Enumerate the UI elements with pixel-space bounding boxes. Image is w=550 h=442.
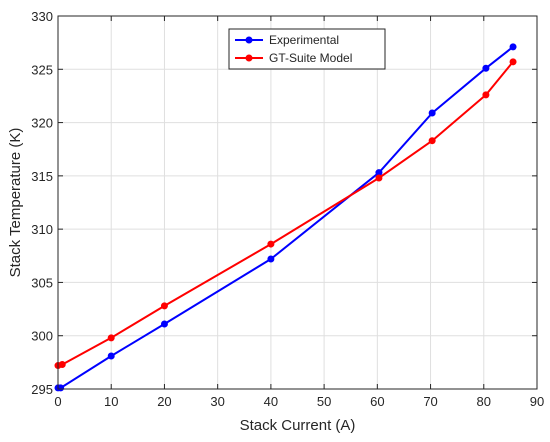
data-point-0 [267, 255, 275, 263]
series-layer [54, 43, 517, 392]
plot-frame [57, 15, 538, 390]
y-tick-label: 300 [31, 329, 53, 344]
data-point-0 [482, 64, 490, 72]
data-point-1 [428, 137, 436, 145]
plot-area [58, 16, 537, 389]
x-tick-label: 90 [530, 394, 544, 409]
data-point-1 [267, 240, 275, 248]
data-point-1 [107, 334, 115, 342]
legend-label-1: GT-Suite Model [269, 51, 352, 65]
y-axis-title: Stack Temperature (K) [7, 128, 24, 278]
y-tick-label: 310 [31, 222, 53, 237]
legend-marker-0 [245, 36, 253, 44]
x-tick-label: 30 [210, 394, 224, 409]
y-tick-label: 315 [31, 169, 53, 184]
x-tick-label: 20 [157, 394, 171, 409]
x-tick-label: 10 [104, 394, 118, 409]
data-point-0 [107, 352, 115, 360]
x-tick-label: 50 [317, 394, 331, 409]
x-tick-label: 80 [477, 394, 491, 409]
data-point-1 [482, 91, 490, 99]
y-tick-label: 330 [31, 9, 53, 24]
legend: Experimental GT-Suite Model [228, 28, 386, 70]
data-point-1 [58, 360, 66, 368]
data-point-1 [375, 174, 383, 182]
y-tick-label: 325 [31, 62, 53, 77]
legend-box [228, 28, 386, 70]
data-point-0 [428, 109, 436, 117]
x-tick-label: 0 [54, 394, 61, 409]
legend-label-0: Experimental [269, 33, 339, 47]
data-point-1 [509, 58, 517, 66]
data-point-0 [57, 384, 65, 392]
x-tick-label: 70 [423, 394, 437, 409]
data-point-0 [375, 169, 383, 177]
x-axis-title: Stack Current (A) [240, 417, 356, 434]
x-tick-label: 40 [264, 394, 278, 409]
data-point-0 [160, 320, 168, 328]
y-tick-label: 295 [31, 382, 53, 397]
axis-ticks: 0 10 20 30 40 50 60 70 80 90 295 300 305 310 315 320 325… [31, 9, 544, 409]
data-point-1 [160, 302, 168, 310]
y-tick-label: 320 [31, 116, 53, 131]
data-point-0 [509, 43, 517, 51]
x-tick-label: 60 [370, 394, 384, 409]
legend-marker-1 [245, 54, 253, 62]
y-tick-label: 305 [31, 275, 53, 290]
